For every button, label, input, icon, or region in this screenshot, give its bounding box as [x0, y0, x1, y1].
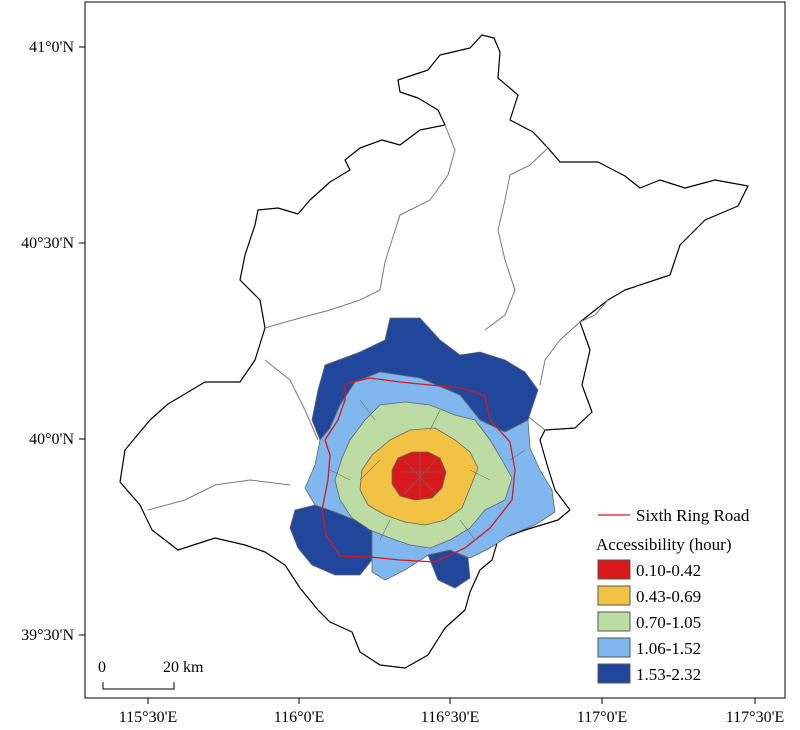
scale-bar: 0 20 km — [98, 659, 204, 690]
legend-label: 0.70-1.05 — [636, 613, 701, 632]
district-boundaries — [147, 124, 609, 511]
lat-ticks: 41°0'N 40°30'N 40°0'N 39°30'N — [21, 39, 85, 644]
lat-tick-label: 40°0'N — [29, 431, 74, 448]
legend-swatch-class-1 — [597, 559, 631, 580]
accessibility-zones — [289, 317, 556, 589]
legend-label: 1.53-2.32 — [636, 665, 701, 684]
legend-swatch-class-3 — [597, 611, 631, 632]
legend-label: 1.06-1.52 — [636, 639, 701, 658]
lat-tick-label: 40°30'N — [21, 235, 74, 252]
lon-ticks: 115°30'E 116°0'E 116°30'E 117°0'E 117°30… — [119, 698, 784, 726]
lon-tick-label: 116°0'E — [274, 709, 324, 726]
scale-bar-end-label: 20 km — [163, 659, 204, 676]
lon-tick-label: 116°30'E — [421, 709, 479, 726]
legend-swatch-class-2 — [597, 585, 631, 606]
lat-tick-label: 41°0'N — [29, 39, 74, 56]
scale-bar-start-label: 0 — [98, 659, 106, 676]
map-frame — [84, 1, 786, 699]
lon-tick-label: 115°30'E — [119, 709, 177, 726]
lon-tick-label: 117°30'E — [726, 709, 784, 726]
legend-swatch-class-4 — [597, 637, 631, 658]
sixth-ring-road — [321, 377, 516, 563]
legend-swatch-class-5 — [597, 663, 631, 684]
legend-title: Accessibility (hour) — [596, 535, 732, 554]
legend: Sixth Ring Road Accessibility (hour) 0.1… — [596, 506, 750, 684]
lat-tick-label: 39°30'N — [21, 627, 74, 644]
legend-label: 0.10-0.42 — [636, 561, 701, 580]
legend-label: 0.43-0.69 — [636, 587, 701, 606]
lon-tick-label: 117°0'E — [577, 709, 627, 726]
legend-ring-road-label: Sixth Ring Road — [636, 506, 750, 525]
subdistrict-lines — [329, 399, 526, 541]
